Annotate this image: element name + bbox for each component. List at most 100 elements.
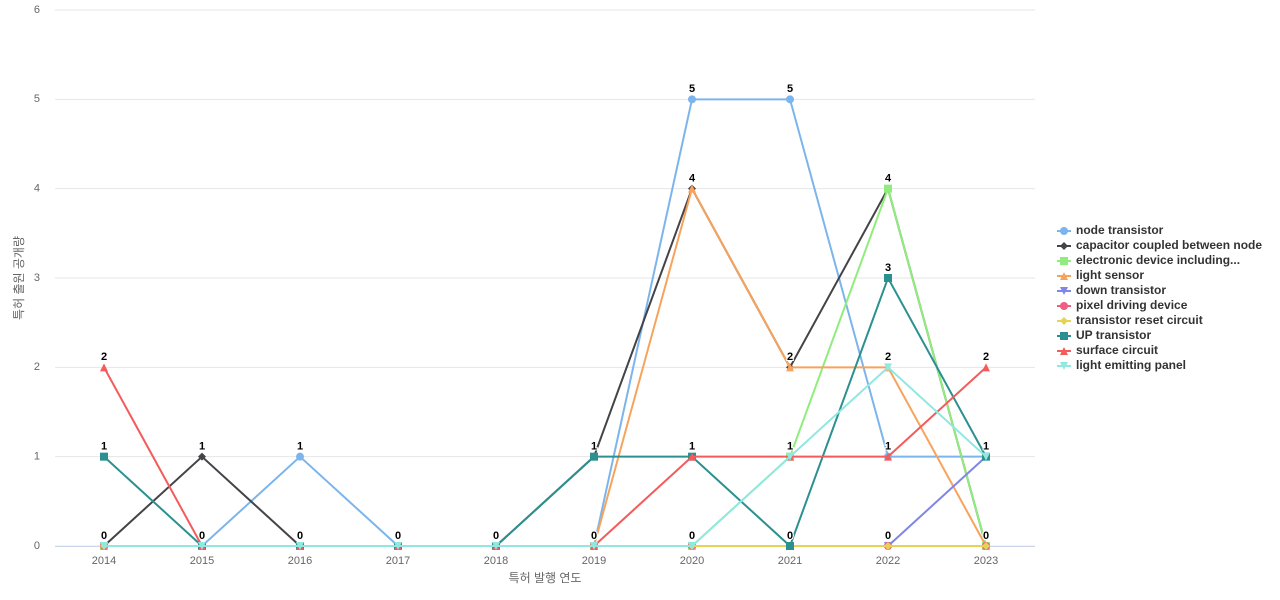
legend-label: pixel driving device (1076, 298, 1188, 312)
legend-label: capacitor coupled between node (1076, 238, 1262, 252)
data-point (982, 363, 990, 372)
x-tick-label: 2023 (974, 555, 998, 567)
data-point (786, 95, 794, 104)
data-label: 0 (493, 530, 499, 542)
y-tick-label: 5 (34, 93, 40, 105)
data-label: 0 (297, 530, 303, 542)
data-label: 4 (689, 173, 696, 185)
data-label: 0 (297, 530, 303, 542)
y-axis-title: 특허 출원 공개량 (12, 236, 26, 320)
data-label: 0 (395, 530, 401, 542)
data-label: 0 (591, 530, 597, 542)
data-label: 1 (983, 441, 989, 453)
x-tick-label: 2022 (876, 555, 900, 567)
y-tick-label: 6 (34, 4, 40, 16)
data-label: 0 (297, 530, 303, 542)
legend-marker (1060, 302, 1068, 310)
data-point (786, 363, 794, 372)
data-label: 0 (493, 530, 499, 542)
data-label: 1 (297, 441, 303, 453)
data-label: 0 (591, 530, 597, 542)
data-point (884, 363, 892, 372)
data-point (688, 95, 696, 104)
data-point (100, 542, 108, 550)
data-label: 4 (885, 173, 892, 185)
data-label: 0 (297, 530, 303, 542)
data-label: 1 (885, 441, 891, 453)
data-point (688, 184, 696, 193)
data-point (394, 542, 402, 550)
data-label: 1 (983, 441, 989, 453)
legend-marker (1060, 272, 1068, 280)
data-label: 0 (787, 530, 793, 542)
data-label: 0 (591, 530, 597, 542)
data-label: 0 (297, 530, 303, 542)
data-point (492, 542, 500, 550)
data-label: 0 (297, 530, 303, 542)
data-label: 0 (493, 530, 499, 542)
data-point (296, 542, 304, 550)
legend-label: node transistor (1076, 223, 1164, 237)
data-label: 0 (395, 530, 401, 542)
data-label: 0 (297, 530, 303, 542)
data-label: 0 (101, 530, 107, 542)
data-label: 1 (591, 441, 597, 453)
data-label: 0 (493, 530, 499, 542)
data-label: 0 (199, 530, 205, 542)
series-line (104, 98, 986, 547)
x-axis-title: 특허 발행 연도 (509, 570, 582, 585)
legend-marker (1060, 332, 1068, 340)
data-label: 0 (591, 530, 597, 542)
x-tick-label: 2021 (778, 555, 802, 567)
data-label: 0 (983, 530, 989, 542)
y-tick-label: 4 (34, 183, 40, 195)
legend-label: light emitting panel (1076, 358, 1186, 372)
data-label: 1 (885, 441, 891, 453)
data-point (590, 452, 598, 461)
data-label: 0 (199, 530, 205, 542)
data-point (198, 542, 206, 550)
data-label: 0 (787, 530, 793, 542)
data-label: 0 (101, 530, 107, 542)
data-point (786, 452, 794, 461)
data-label: 0 (591, 530, 597, 542)
data-label: 0 (101, 530, 107, 542)
data-point (982, 452, 990, 461)
data-label: 1 (787, 441, 793, 453)
legend-label: UP transistor (1076, 328, 1151, 342)
data-point (590, 542, 598, 550)
data-label: 2 (101, 351, 107, 363)
data-label: 2 (787, 351, 793, 363)
data-label: 0 (101, 530, 107, 542)
legend-marker (1060, 317, 1068, 325)
x-tick-label: 2018 (484, 555, 508, 567)
data-label: 1 (689, 441, 695, 453)
data-label: 5 (689, 83, 695, 95)
data-label: 0 (885, 530, 891, 542)
data-label: 1 (983, 441, 989, 453)
data-point (100, 452, 108, 461)
data-label: 0 (493, 530, 499, 542)
x-tick-label: 2017 (386, 555, 410, 567)
legend-marker (1060, 242, 1068, 250)
legend-marker (1060, 362, 1068, 370)
data-point (884, 274, 892, 282)
data-label: 0 (689, 530, 695, 542)
data-label: 0 (885, 530, 891, 542)
x-tick-label: 2015 (190, 555, 214, 567)
legend-marker (1060, 257, 1068, 265)
y-tick-label: 3 (34, 272, 40, 284)
data-label: 1 (787, 441, 793, 453)
data-point (688, 452, 696, 461)
data-label: 0 (199, 530, 205, 542)
data-label: 0 (395, 530, 401, 542)
data-label: 0 (101, 530, 107, 542)
y-tick-label: 2 (34, 361, 40, 373)
data-label: 0 (493, 530, 499, 542)
data-label: 0 (395, 530, 401, 542)
x-tick-label: 2020 (680, 555, 704, 567)
data-label: 5 (787, 83, 793, 95)
data-label: 0 (591, 530, 597, 542)
legend-label: down transistor (1076, 283, 1166, 297)
data-label: 4 (885, 173, 892, 185)
